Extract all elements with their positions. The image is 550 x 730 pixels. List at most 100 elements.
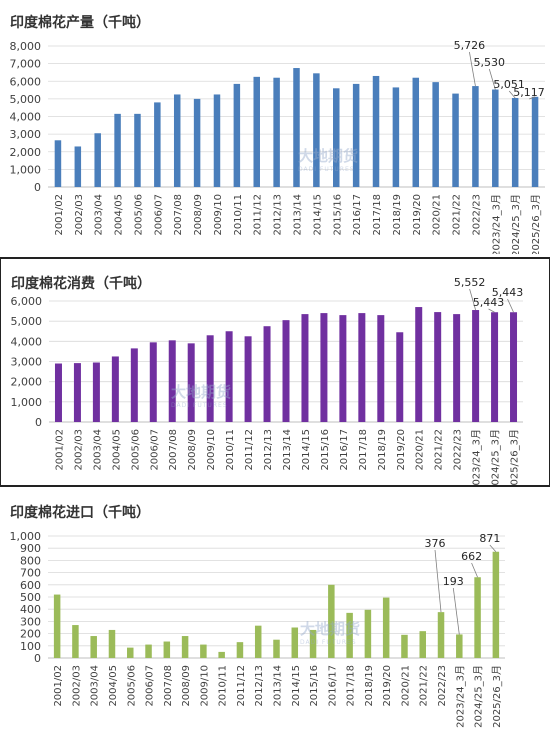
consumption-x-tick-label: 2019/20 — [396, 429, 407, 471]
consumption-x-tick-label: 2022/23 — [453, 429, 464, 471]
consumption-bar — [396, 332, 404, 422]
consumption-x-tick-label: 2004/05 — [111, 429, 122, 471]
imports-bar — [364, 609, 372, 658]
production-x-tick-label: 2012/13 — [273, 194, 284, 236]
production-data-label: 5,726 — [454, 39, 486, 52]
production-bar — [333, 88, 340, 187]
imports-bar — [53, 594, 61, 658]
imports-x-tick-label: 2002/03 — [71, 665, 82, 707]
consumption-x-tick-label: 2003/04 — [92, 429, 103, 471]
production-x-tick-label: 2006/07 — [153, 194, 164, 236]
imports-x-tick-label: 2017/18 — [346, 665, 357, 707]
consumption-bar — [453, 314, 461, 422]
imports-x-tick-label: 2013/14 — [273, 665, 284, 707]
imports-x-tick-label: 2014/15 — [291, 665, 302, 707]
consumption-bar — [111, 356, 119, 422]
production-data-label: 5,117 — [513, 86, 545, 99]
consumption-y-tick-label: 3,000 — [11, 356, 43, 369]
imports-x-tick-label: 2019/20 — [382, 665, 393, 707]
consumption-bar — [263, 326, 271, 422]
consumption-bar — [434, 312, 442, 422]
production-x-tick-label: 2005/06 — [133, 194, 144, 236]
imports-bar — [200, 644, 207, 658]
imports-data-label: 662 — [461, 550, 482, 563]
production-bar — [452, 93, 459, 187]
imports-x-tick-label: 2023/24_3月 — [454, 665, 466, 728]
imports-bar — [382, 597, 390, 658]
consumption-data-label: 5,552 — [454, 276, 486, 289]
imports-bar — [108, 629, 116, 658]
consumption-bar — [149, 342, 157, 422]
consumption-x-tick-label: 2007/08 — [168, 429, 179, 471]
consumption-x-tick-label: 2016/17 — [339, 429, 350, 471]
production-x-tick-label: 2015/16 — [332, 194, 343, 236]
consumption-bar — [510, 312, 518, 422]
imports-label-leader — [452, 587, 460, 635]
consumption-x-tick-label: 2013/14 — [282, 429, 293, 471]
consumption-x-tick-label: 2018/19 — [377, 429, 388, 471]
imports-bar — [90, 636, 97, 658]
consumption-x-tick-label: 2017/18 — [358, 429, 369, 471]
consumption-x-tick-label: 2010/11 — [225, 429, 236, 471]
consumption-chart-panel: 印度棉花消费（千吨） 0 1,000 2,000 3,000 4,000 5,000 6,0… — [0, 257, 550, 487]
production-x-tick-label: 2004/05 — [114, 194, 125, 236]
production-x-tick-label: 2001/02 — [54, 194, 65, 236]
imports-x-tick-label: 2025/26_3月 — [491, 665, 503, 728]
consumption-x-tick-label: 2023/24_3月 — [471, 429, 483, 485]
consumption-bar — [472, 310, 480, 422]
imports-x-tick-label: 2016/17 — [327, 665, 338, 707]
production-bar — [173, 94, 181, 187]
consumption-x-tick-label: 2020/21 — [415, 429, 426, 471]
consumption-bar — [377, 315, 385, 422]
consumption-x-tick-label: 2024/25_3月 — [490, 429, 502, 485]
production-y-tick-label: 1,000 — [10, 163, 42, 176]
production-y-tick-label: 4,000 — [10, 111, 42, 124]
imports-bar — [309, 629, 317, 658]
consumption-bar — [187, 343, 195, 422]
production-bar — [293, 68, 300, 187]
consumption-bar — [130, 348, 138, 422]
consumption-y-tick-label: 4,000 — [11, 335, 43, 348]
consumption-bar — [54, 363, 62, 422]
imports-bar — [218, 651, 225, 658]
consumption-chart-title: 印度棉花消费（千吨） — [11, 276, 151, 292]
consumption-data-label: 5,443 — [492, 286, 524, 299]
imports-x-tick-label: 2012/13 — [254, 665, 265, 707]
consumption-x-tick-label: 2001/02 — [54, 429, 65, 471]
consumption-x-tick-label: 2008/09 — [187, 429, 198, 471]
production-bar — [511, 97, 519, 187]
production-y-tick-label: 5,000 — [10, 93, 42, 106]
imports-chart-title: 印度棉花进口（千吨） — [10, 505, 150, 521]
production-chart-title: 印度棉花产量（千吨） — [10, 15, 150, 31]
production-y-tick-label: 3,000 — [10, 128, 42, 141]
production-bar — [412, 77, 420, 187]
imports-bar — [328, 584, 335, 658]
consumption-label-leader — [507, 298, 514, 313]
production-bar — [114, 113, 121, 187]
imports-data-label: 193 — [443, 575, 464, 588]
production-bar — [273, 77, 280, 187]
consumption-bar — [339, 315, 347, 422]
imports-y-tick-label: 900 — [20, 542, 41, 555]
production-x-tick-label: 2013/14 — [293, 194, 304, 236]
production-bar — [74, 146, 82, 187]
imports-x-tick-label: 2009/10 — [199, 665, 210, 707]
consumption-x-tick-label: 2006/07 — [149, 429, 160, 471]
consumption-y-tick-label: 6,000 — [11, 295, 43, 308]
consumption-bar — [73, 363, 81, 422]
production-data-label: 5,051 — [493, 78, 525, 91]
imports-x-tick-label: 2010/11 — [218, 665, 229, 707]
production-bar — [134, 113, 141, 187]
production-x-tick-label: 2007/08 — [173, 194, 184, 236]
watermark-logo: 大地期货 DADI FUTURES — [300, 620, 361, 646]
consumption-bar — [206, 335, 214, 422]
imports-bar — [419, 631, 426, 658]
production-bar — [54, 140, 62, 187]
consumption-label-leader — [469, 288, 476, 311]
production-x-tick-label: 2009/10 — [213, 194, 224, 236]
consumption-bar — [244, 336, 252, 422]
production-bar — [492, 89, 499, 187]
imports-x-tick-label: 2008/09 — [181, 665, 192, 707]
production-bar — [531, 96, 539, 187]
imports-y-tick-label: 200 — [20, 628, 41, 641]
